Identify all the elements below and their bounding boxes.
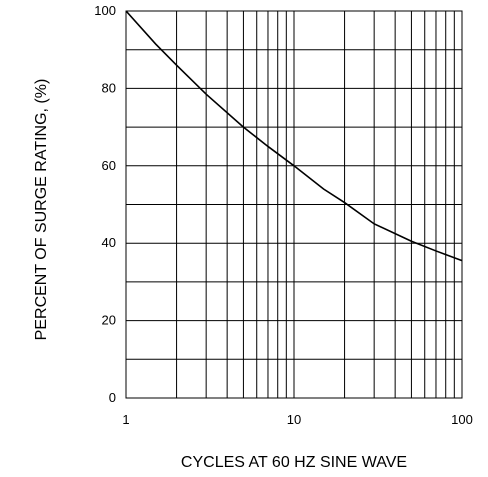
y-tick-labels: 0 20 40 60 80 100: [94, 3, 116, 405]
y-axis-title: PERCENT OF SURGE RATING, (%): [33, 79, 50, 341]
x-tick-labels: 1 10 100: [122, 412, 472, 427]
x-tick-label: 100: [451, 412, 473, 427]
series-line: [125, 10, 463, 262]
x-tick-label: 1: [122, 412, 129, 427]
grid: [126, 11, 462, 398]
y-tick-label: 40: [102, 235, 116, 250]
y-tick-label: 60: [102, 158, 116, 173]
y-tick-label: 20: [102, 313, 116, 328]
x-tick-label: 10: [287, 412, 301, 427]
y-tick-label: 0: [109, 390, 116, 405]
y-tick-label: 80: [102, 80, 116, 95]
plot-frame: [125, 10, 463, 399]
x-axis-title: CYCLES AT 60 HZ SINE WAVE: [181, 454, 407, 471]
y-tick-label: 100: [94, 3, 116, 18]
